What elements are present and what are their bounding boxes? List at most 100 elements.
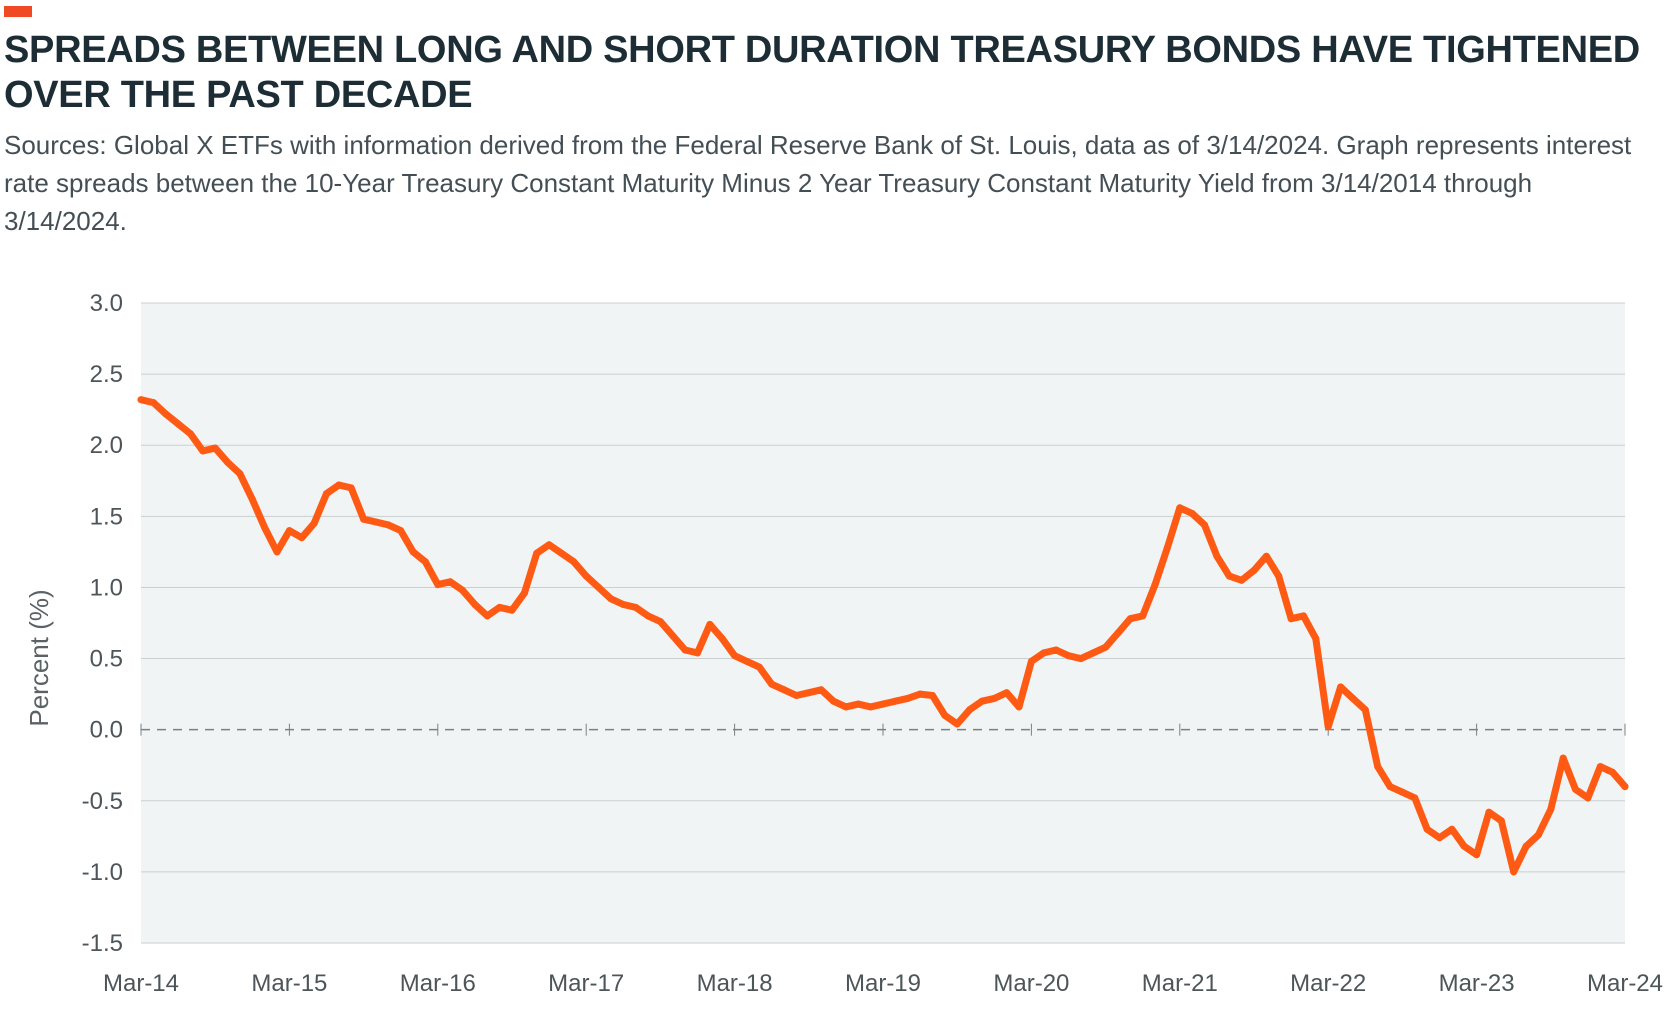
data-point [1460, 842, 1468, 850]
data-point [1559, 754, 1567, 762]
data-point [904, 694, 912, 702]
y-tick-label: -1.0 [82, 859, 123, 886]
data-point [409, 548, 417, 556]
data-point [187, 430, 194, 438]
y-tick-label: 2.5 [90, 361, 123, 388]
data-point [1609, 768, 1617, 776]
data-point [817, 686, 825, 694]
data-point [941, 711, 949, 719]
data-point [1126, 615, 1134, 623]
y-tick-label: 3.0 [90, 290, 123, 317]
data-point [1522, 842, 1530, 850]
data-point [1398, 788, 1406, 796]
data-point [607, 595, 615, 603]
data-point [1176, 504, 1184, 512]
data-point [1089, 649, 1097, 657]
data-point [1547, 805, 1555, 813]
data-point [162, 410, 170, 418]
x-tick-label: Mar-22 [1290, 970, 1366, 997]
x-tick-label: Mar-16 [400, 970, 476, 997]
data-point [990, 694, 998, 702]
data-point [1225, 572, 1233, 580]
data-point [1139, 612, 1147, 620]
data-point [1436, 834, 1443, 842]
data-point [978, 697, 986, 705]
data-point [1250, 566, 1258, 574]
data-point [1411, 794, 1419, 802]
data-point [1423, 825, 1431, 833]
data-point [1077, 655, 1085, 663]
data-point [483, 612, 491, 620]
data-point [1324, 723, 1332, 731]
data-point [446, 578, 454, 586]
x-tick-label: Mar-17 [548, 970, 624, 997]
data-point [211, 444, 219, 452]
data-point [1065, 652, 1072, 660]
data-point [149, 399, 157, 407]
data-points [137, 396, 1629, 876]
data-point [508, 606, 516, 614]
data-point [236, 470, 244, 478]
data-point [669, 632, 677, 640]
data-point [335, 481, 343, 489]
data-point [953, 720, 961, 728]
data-point [1510, 868, 1518, 876]
accent-bar [4, 6, 32, 17]
data-point [1312, 635, 1320, 643]
data-point [1040, 649, 1048, 657]
data-point [1151, 581, 1159, 589]
data-point [1275, 572, 1283, 580]
data-point [533, 549, 541, 557]
y-axis-title: Percent (%) [24, 589, 54, 726]
x-tick-label: Mar-15 [251, 970, 327, 997]
data-point [285, 527, 293, 535]
data-point [1621, 783, 1629, 791]
data-point [471, 601, 479, 608]
data-point [656, 618, 664, 626]
data-point [1300, 612, 1307, 620]
data-point [916, 690, 924, 698]
data-point [1485, 808, 1493, 816]
data-point [1015, 703, 1023, 711]
data-point [1386, 783, 1394, 791]
data-point [879, 700, 887, 708]
data-point [1337, 683, 1345, 691]
y-tick-label: -1.5 [82, 930, 123, 957]
data-point [731, 652, 739, 660]
data-point [1163, 544, 1171, 552]
y-tick-label: 2.0 [90, 432, 123, 459]
data-point [459, 586, 466, 594]
data-point [520, 589, 528, 597]
y-tick-label: 1.5 [90, 503, 123, 530]
data-point [1534, 831, 1542, 839]
data-point [1448, 825, 1456, 833]
data-point [137, 396, 145, 404]
data-point [1572, 785, 1579, 793]
data-point [842, 703, 850, 711]
x-tick-label: Mar-19 [845, 970, 921, 997]
data-point [397, 527, 405, 535]
data-point [755, 663, 763, 671]
data-point [644, 612, 652, 620]
data-point [1596, 763, 1604, 771]
data-point [854, 700, 862, 708]
data-point [1497, 817, 1505, 825]
data-point [792, 692, 800, 699]
data-point [780, 686, 788, 694]
x-tick-label: Mar-21 [1142, 970, 1218, 997]
data-point [570, 558, 578, 566]
data-point [805, 689, 813, 697]
data-point [434, 581, 442, 589]
data-point [891, 697, 899, 705]
data-point [1584, 794, 1592, 802]
y-tick-label: 0.5 [90, 646, 123, 673]
x-axis-ticks: Mar-14 Mar-15 Mar-16 Mar-17 Mar-18 Mar-19 Mar-… [103, 723, 1663, 997]
data-point [619, 601, 627, 608]
chart-source-note: Sources: Global X ETFs with information … [4, 130, 1632, 236]
data-point [929, 692, 936, 699]
data-point [1213, 552, 1221, 560]
y-axis-ticks: 3.0 2.5 2.0 1.5 1.0 0.5 0.0 -0.5 -1.0 -1.5 [82, 290, 123, 957]
data-point [1201, 521, 1208, 529]
chart-title: SPREADS BETWEEN LONG AND SHORT DURATION … [4, 29, 1640, 116]
data-point [582, 572, 590, 580]
